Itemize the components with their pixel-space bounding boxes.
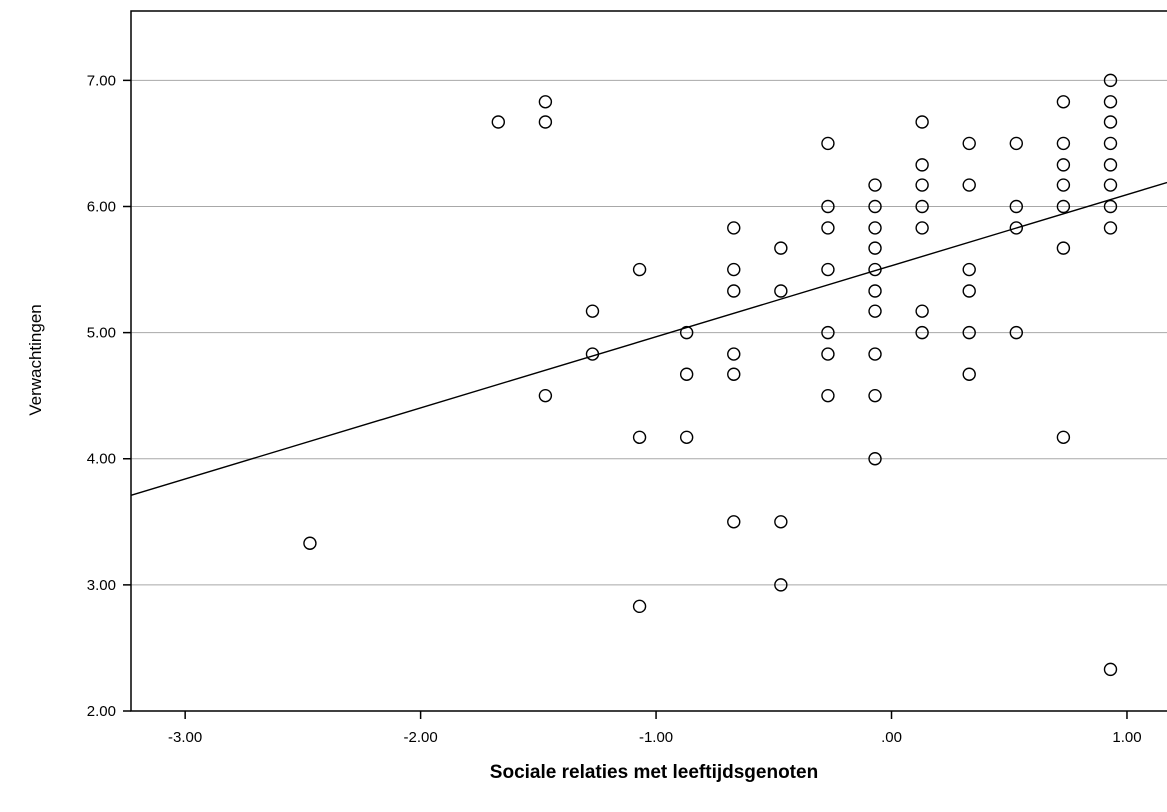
data-point: [1103, 136, 1118, 151]
data-point: [1009, 136, 1024, 151]
data-point: [915, 221, 929, 235]
data-point: [868, 284, 882, 298]
x-tick-label: -2.00: [404, 729, 438, 746]
x-axis: -3.00 -2.00 -1.00 .00 1.00: [168, 711, 1142, 746]
data-point: [868, 178, 882, 192]
data-point: [1103, 158, 1118, 172]
data-point: [727, 367, 741, 381]
data-point: [679, 430, 694, 445]
data-point: [1103, 199, 1118, 214]
data-point: [962, 262, 976, 277]
data-point: [1009, 221, 1024, 235]
data-point: [632, 430, 647, 445]
x-tick-label: -3.00: [168, 729, 202, 746]
data-point: [727, 515, 741, 529]
data-point: [727, 221, 741, 235]
x-tick-label: -1.00: [639, 729, 673, 746]
data-point: [962, 325, 976, 340]
data-point: [1103, 178, 1118, 192]
data-point: [632, 599, 647, 614]
data-point: [962, 136, 976, 151]
fit-line: [130, 181, 1167, 496]
data-point: [915, 115, 929, 129]
data-point: [962, 284, 976, 298]
data-point: [868, 199, 882, 214]
data-point: [1009, 199, 1024, 214]
data-point: [538, 95, 553, 109]
y-tick-label: 6.00: [87, 198, 116, 215]
data-point: [303, 536, 317, 550]
y-tick-label: 7.00: [87, 72, 116, 89]
data-points: [303, 73, 1118, 677]
data-point: [868, 241, 882, 255]
data-point: [1056, 199, 1071, 214]
plot-area-frame: [130, 10, 1167, 712]
data-point: [538, 388, 553, 403]
data-point: [915, 304, 929, 318]
data-point: [774, 284, 788, 298]
data-point: [727, 262, 741, 277]
data-point: [821, 136, 835, 151]
data-point: [1103, 95, 1118, 109]
data-point: [1103, 73, 1118, 88]
data-point: [1056, 158, 1071, 172]
data-point: [962, 367, 976, 381]
data-point: [491, 115, 506, 129]
y-tick-label: 4.00: [87, 451, 116, 468]
x-tick-label: 1.00: [1112, 729, 1141, 746]
data-point: [1056, 178, 1071, 192]
data-point: [915, 199, 929, 214]
data-point: [727, 347, 741, 361]
y-axis: 2.00 3.00 4.00 5.00 6.00 7.00: [87, 72, 131, 720]
data-point: [1056, 241, 1071, 255]
gridlines: [131, 79, 1167, 586]
data-point: [774, 515, 788, 529]
data-point: [915, 178, 929, 192]
data-point: [915, 325, 929, 340]
data-point: [821, 199, 835, 214]
data-point: [1009, 325, 1024, 340]
x-tick-label: .00: [881, 729, 902, 746]
data-point: [1103, 221, 1118, 235]
x-axis-label: Sociale relaties met leeftijdsgenoten: [490, 762, 818, 783]
y-tick-label: 2.00: [87, 703, 116, 720]
data-point: [821, 221, 835, 235]
data-point: [774, 578, 788, 592]
data-point: [1103, 115, 1118, 129]
data-point: [679, 367, 694, 381]
y-tick-label: 3.00: [87, 577, 116, 594]
data-point: [821, 325, 835, 340]
data-point: [632, 262, 647, 277]
data-point: [868, 221, 882, 235]
y-tick-label: 5.00: [87, 325, 116, 342]
data-point: [538, 115, 553, 129]
data-point: [1056, 430, 1071, 445]
data-point: [821, 388, 835, 403]
data-point: [1056, 95, 1071, 109]
data-point: [868, 388, 882, 403]
data-point: [868, 347, 882, 361]
data-point: [585, 304, 600, 318]
data-point: [868, 452, 882, 466]
data-point: [962, 178, 976, 192]
data-point: [1103, 662, 1118, 677]
y-axis-label: Verwachtingen: [26, 304, 45, 416]
data-point: [679, 325, 694, 340]
data-point: [774, 241, 788, 255]
data-point: [821, 347, 835, 361]
data-point: [727, 284, 741, 298]
fit-line-group: [130, 181, 1167, 496]
data-point: [821, 262, 835, 277]
data-point: [868, 304, 882, 318]
data-point: [1056, 136, 1071, 151]
data-point: [915, 158, 929, 172]
